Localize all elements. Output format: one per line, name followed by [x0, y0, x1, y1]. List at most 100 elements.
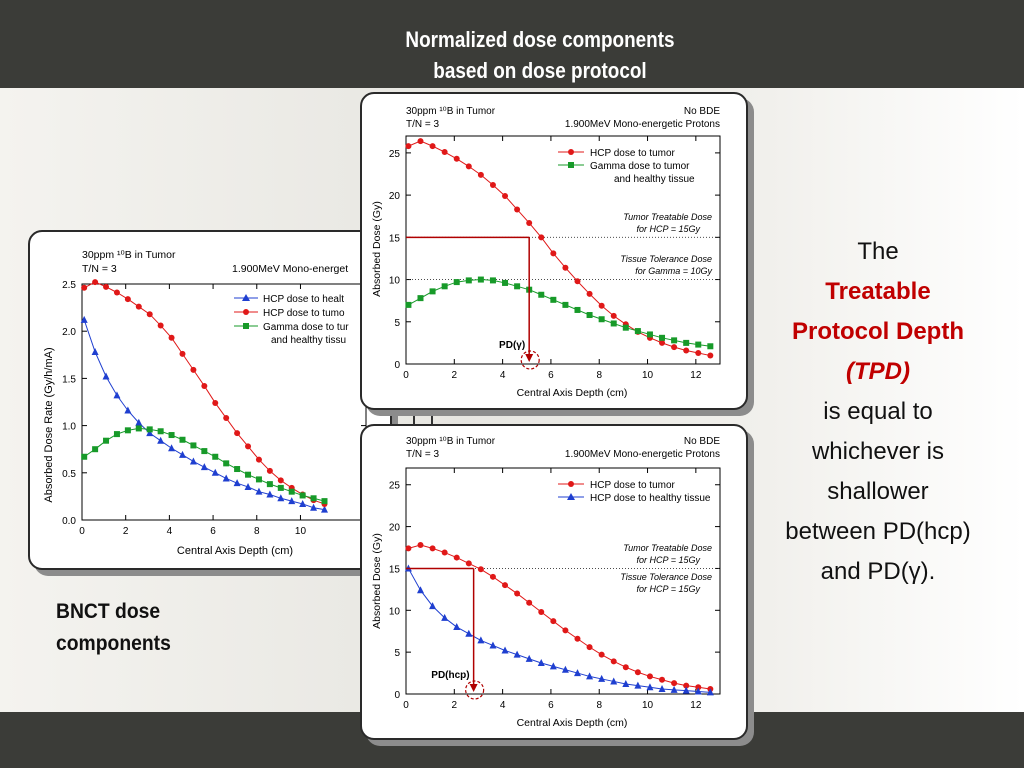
plot-frame — [405, 135, 721, 365]
data-point — [288, 488, 295, 495]
header-right-1: No BDE — [684, 436, 720, 447]
header-left-2: T/N = 3 — [406, 449, 440, 460]
header-right-2: 1.900MeV Mono-energetic Protons — [565, 119, 720, 130]
data-point — [223, 415, 230, 422]
y-tick-label: 15 — [389, 233, 401, 244]
y-tick-label: 1.0 — [62, 422, 76, 433]
y-axis-label: Absorbed Dose (Gy) — [371, 533, 383, 629]
data-point — [574, 635, 581, 642]
data-point — [502, 582, 509, 589]
annotation-tumor-treatable: Tumor Treatable Dose for HCP = 15Gy — [623, 212, 712, 234]
x-tick-label: 6 — [210, 526, 216, 537]
annotation-text-2: for Gamma = 10Gy — [635, 266, 712, 276]
data-point — [477, 636, 485, 644]
annotation-tissue-tolerance: Tissue Tolerance Dose for Gamma = 10Gy — [620, 254, 712, 276]
legend-square-icon — [243, 323, 249, 329]
data-point — [671, 344, 678, 351]
tpd-line-5: and PD(γ). — [820, 558, 936, 585]
tpd-line-1: is equal to — [823, 398, 933, 425]
annotation-text-1: Tissue Tolerance Dose — [620, 572, 712, 582]
data-point — [683, 339, 690, 346]
data-point — [178, 450, 186, 458]
data-point — [200, 463, 208, 471]
annotation-text-1: Tissue Tolerance Dose — [620, 254, 712, 264]
data-point — [405, 545, 412, 552]
x-tick-label: 0 — [403, 370, 409, 381]
data-point — [417, 542, 424, 549]
pd-arrow-icon — [525, 354, 534, 362]
data-point — [502, 192, 509, 199]
data-point — [417, 295, 424, 302]
data-point — [212, 453, 219, 460]
data-point — [526, 599, 533, 606]
annotation-text-2: for HCP = 15Gy — [637, 224, 701, 234]
data-point — [477, 276, 484, 283]
y-tick-label: 1.5 — [62, 374, 76, 385]
y-tick-label: 10 — [389, 276, 401, 287]
legend-label-gamma: Gamma dose to tur — [263, 322, 349, 333]
legend: HCP dose to healt HCP dose to tumo Gamma… — [234, 294, 349, 346]
data-point — [706, 688, 714, 696]
data-point — [441, 549, 448, 556]
data-point — [537, 659, 545, 667]
data-point — [659, 676, 666, 683]
chart-panel-gamma-protocol: 30ppm ¹⁰B in Tumor T/N = 3 No BDE 1.900M… — [360, 92, 748, 410]
header-left-1: 30ppm ¹⁰B in Tumor — [406, 106, 496, 117]
y-tick-label: 20 — [389, 523, 401, 534]
data-point — [405, 301, 412, 308]
y-tick-label: 10 — [389, 606, 401, 617]
data-point — [574, 306, 581, 313]
data-point — [610, 677, 618, 685]
panel-connector — [413, 406, 433, 424]
data-point — [659, 339, 666, 346]
data-point — [598, 651, 605, 658]
x-tick-label: 4 — [500, 370, 506, 381]
data-point — [266, 481, 273, 488]
data-point — [659, 334, 666, 341]
data-point — [453, 279, 460, 286]
data-point — [526, 219, 533, 226]
data-point — [310, 495, 317, 502]
data-point — [92, 279, 99, 286]
pd-circle — [520, 350, 540, 370]
data-point — [514, 590, 521, 597]
y-axis-label: Absorbed Dose (Gy) — [371, 201, 383, 297]
plot-frame — [81, 283, 367, 521]
data-point — [429, 602, 437, 610]
data-point — [453, 155, 460, 162]
data-point — [299, 499, 307, 507]
plot-frame — [405, 467, 721, 695]
data-point — [562, 627, 569, 634]
pd-circle — [465, 680, 485, 700]
legend-label-hcp-tumor: HCP dose to tumor — [590, 480, 676, 491]
header-right-1: No BDE — [684, 106, 720, 117]
data-point — [266, 490, 274, 498]
data-point — [489, 641, 497, 649]
tpd-explanation: The Treatable Protocol Depth (TPD) is eq… — [760, 232, 996, 592]
data-point — [586, 672, 594, 680]
data-point — [321, 498, 328, 505]
legend-label-gamma-2: and healthy tissu — [271, 335, 346, 346]
annotation-text-1: Tumor Treatable Dose — [623, 543, 712, 553]
x-tick-label: 6 — [548, 370, 554, 381]
data-point — [310, 503, 318, 511]
data-point — [190, 442, 197, 449]
y-tick-label: 5 — [394, 648, 400, 659]
data-point — [598, 302, 605, 309]
header-right-2: 1.900MeV Mono-energet — [232, 263, 348, 275]
data-point — [168, 444, 176, 452]
legend: HCP dose to tumor Gamma dose to tumor an… — [558, 148, 695, 185]
y-tick-label: 25 — [389, 481, 401, 492]
caption-bnct: BNCT dose components — [56, 596, 171, 660]
data-point — [610, 320, 617, 327]
chart-panel-bnct: 30ppm ¹⁰B in Tumor T/N = 3 1.900MeV Mono… — [28, 230, 392, 570]
y-axis-label: Absorbed Dose Rate (Gy/h/mA) — [43, 347, 55, 502]
plot-area: 0 2 4 6 8 10 12 0 5 10 15 20 25 PD(hcp) — [389, 467, 721, 711]
data-point — [244, 482, 252, 490]
data-point — [103, 283, 110, 290]
tpd-term-1: Treatable — [825, 278, 931, 305]
data-point — [416, 586, 424, 594]
data-point — [634, 669, 641, 676]
data-point — [92, 446, 99, 453]
data-point — [113, 391, 121, 399]
